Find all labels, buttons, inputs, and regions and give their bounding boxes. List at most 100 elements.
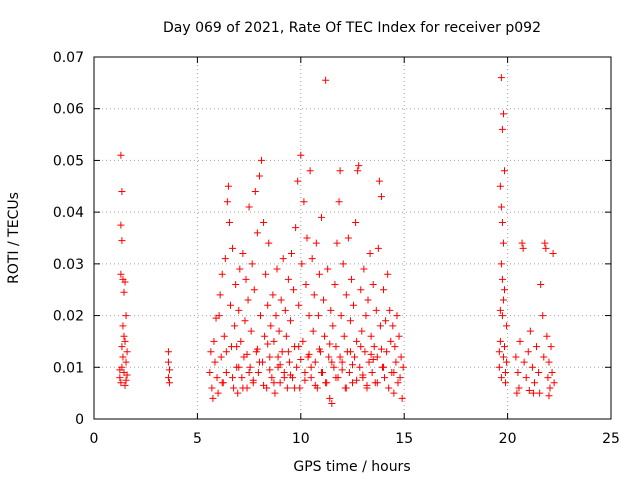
data-point — [332, 343, 340, 351]
data-point — [500, 167, 508, 175]
data-point — [498, 125, 506, 133]
data-point — [536, 389, 544, 397]
data-point — [218, 270, 226, 278]
data-point — [290, 286, 298, 294]
data-point — [286, 317, 294, 325]
data-point — [375, 177, 383, 185]
data-point — [120, 332, 128, 340]
data-point — [272, 312, 280, 320]
data-point — [253, 345, 261, 353]
data-point — [522, 374, 530, 382]
data-point — [287, 250, 295, 258]
data-point — [216, 291, 224, 299]
data-point — [397, 353, 405, 361]
data-point — [333, 239, 341, 247]
data-point — [206, 368, 214, 376]
data-point — [498, 218, 506, 226]
data-point — [338, 358, 346, 366]
data-point — [525, 387, 533, 395]
data-point — [360, 265, 368, 273]
data-point — [547, 343, 555, 351]
data-point — [231, 322, 239, 330]
y-axis-label: ROTI / TECUs — [6, 192, 22, 284]
data-point — [260, 381, 268, 389]
data-point — [383, 348, 391, 356]
plot-frame — [93, 56, 612, 420]
data-point — [349, 379, 356, 387]
data-point — [533, 343, 541, 351]
data-point — [389, 322, 397, 330]
data-point — [221, 255, 229, 263]
data-point — [541, 239, 549, 247]
data-point — [356, 363, 364, 371]
data-point — [308, 255, 316, 263]
data-point — [266, 366, 274, 374]
data-point — [299, 337, 307, 345]
data-point — [269, 291, 277, 299]
data-point — [251, 187, 259, 195]
data-point — [123, 348, 131, 356]
data-point — [384, 270, 392, 278]
data-point — [229, 244, 237, 252]
data-point — [121, 381, 129, 389]
data-point — [315, 345, 323, 353]
data-point — [239, 384, 247, 392]
data-point — [230, 384, 238, 392]
data-point — [262, 270, 270, 278]
data-point — [305, 350, 313, 358]
data-point — [254, 368, 262, 376]
data-point — [237, 337, 245, 345]
data-point — [387, 337, 395, 345]
data-point — [301, 368, 309, 376]
data-point — [164, 358, 172, 366]
x-tick-label: 0 — [90, 431, 99, 447]
data-point — [311, 381, 319, 389]
data-point — [245, 368, 253, 376]
data-point — [256, 312, 264, 320]
data-point — [303, 234, 311, 242]
data-point — [386, 306, 394, 314]
y-tick-label: 0.05 — [53, 153, 84, 169]
data-point — [309, 327, 317, 335]
data-point — [347, 275, 355, 283]
data-point — [496, 306, 504, 314]
data-point — [283, 384, 291, 392]
data-point — [344, 234, 352, 242]
data-point — [275, 327, 283, 335]
x-tick-label: 20 — [499, 431, 517, 447]
data-point — [306, 167, 314, 175]
data-point — [390, 368, 398, 376]
data-point — [307, 374, 315, 382]
data-point — [342, 291, 350, 299]
data-point — [268, 374, 276, 382]
data-point — [399, 363, 407, 371]
data-point — [267, 322, 275, 330]
data-point — [279, 255, 287, 263]
data-point — [117, 270, 125, 278]
data-point — [314, 312, 322, 320]
x-tick-label: 5 — [193, 431, 202, 447]
data-point — [207, 348, 215, 356]
y-tick-label: 0.04 — [53, 205, 84, 221]
data-point — [358, 327, 366, 335]
data-point — [374, 244, 382, 252]
data-point — [357, 343, 365, 351]
data-point — [526, 327, 534, 335]
data-point — [302, 281, 310, 289]
data-point — [117, 151, 125, 159]
data-point — [550, 379, 558, 387]
data-point — [322, 379, 330, 387]
data-point — [393, 312, 401, 320]
data-point — [497, 203, 505, 211]
data-point — [535, 368, 543, 376]
data-point — [364, 296, 372, 304]
data-point — [529, 389, 537, 397]
data-point — [297, 356, 305, 364]
data-point — [248, 260, 256, 268]
data-point — [118, 187, 126, 195]
chart-title: Day 069 of 2021, Rate Of TEC Index for r… — [163, 20, 541, 36]
data-point — [376, 322, 384, 330]
data-point — [276, 379, 284, 387]
data-point — [519, 244, 527, 252]
